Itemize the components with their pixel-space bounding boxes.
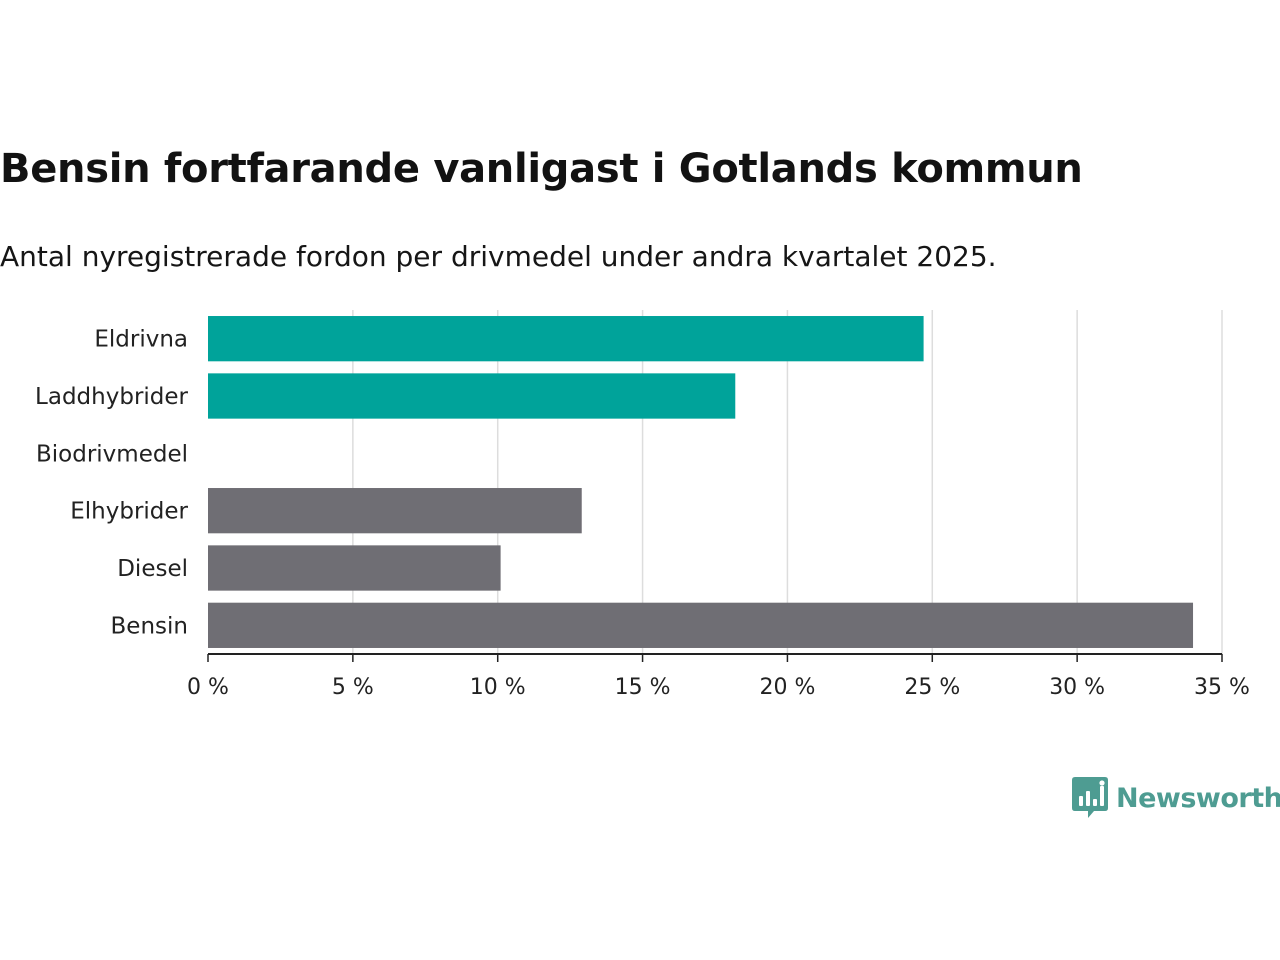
brand-name: Newsworthy: [1116, 782, 1280, 814]
bar-elhybrider: [208, 488, 582, 534]
newsworthy-brand: Newsworthy: [1072, 776, 1280, 820]
bar-laddhybrider: [208, 373, 736, 419]
newsworthy-logo-icon: [1072, 777, 1108, 818]
bar-bensin: [208, 602, 1194, 648]
x-tick-label: 35 %: [1194, 675, 1250, 700]
category-label: Bensin: [111, 613, 188, 639]
category-label: Biodrivmedel: [36, 441, 188, 467]
x-tick-label: 0 %: [187, 675, 229, 700]
x-tick-label: 10 %: [470, 675, 526, 700]
x-tick-label: 30 %: [1049, 675, 1105, 700]
category-label: Eldrivna: [94, 327, 188, 353]
bars: [208, 316, 1194, 648]
grid-lines: [352, 310, 1223, 654]
category-label: Diesel: [117, 556, 188, 582]
x-tick-label: 20 %: [759, 675, 815, 700]
chart-title: Bensin fortfarande vanligast i Gotlands …: [0, 146, 1083, 192]
category-label: Elhybrider: [70, 499, 188, 525]
category-label: Laddhybrider: [35, 384, 188, 410]
x-tick-label: 15 %: [615, 675, 671, 700]
x-axis: 0 % 5 % 10 % 15 % 20 % 25 % 30 % 35 %: [187, 653, 1250, 700]
bar-eldrivna: [208, 316, 924, 362]
bar-diesel: [208, 545, 501, 591]
category-labels: Eldrivna Laddhybrider Biodrivmedel Elhybrid…: [35, 327, 188, 640]
x-tick-label: 25 %: [904, 675, 960, 700]
chart-subtitle: Antal nyregistrerade fordon per drivmede…: [0, 240, 997, 273]
x-tick-label: 5 %: [332, 675, 374, 700]
